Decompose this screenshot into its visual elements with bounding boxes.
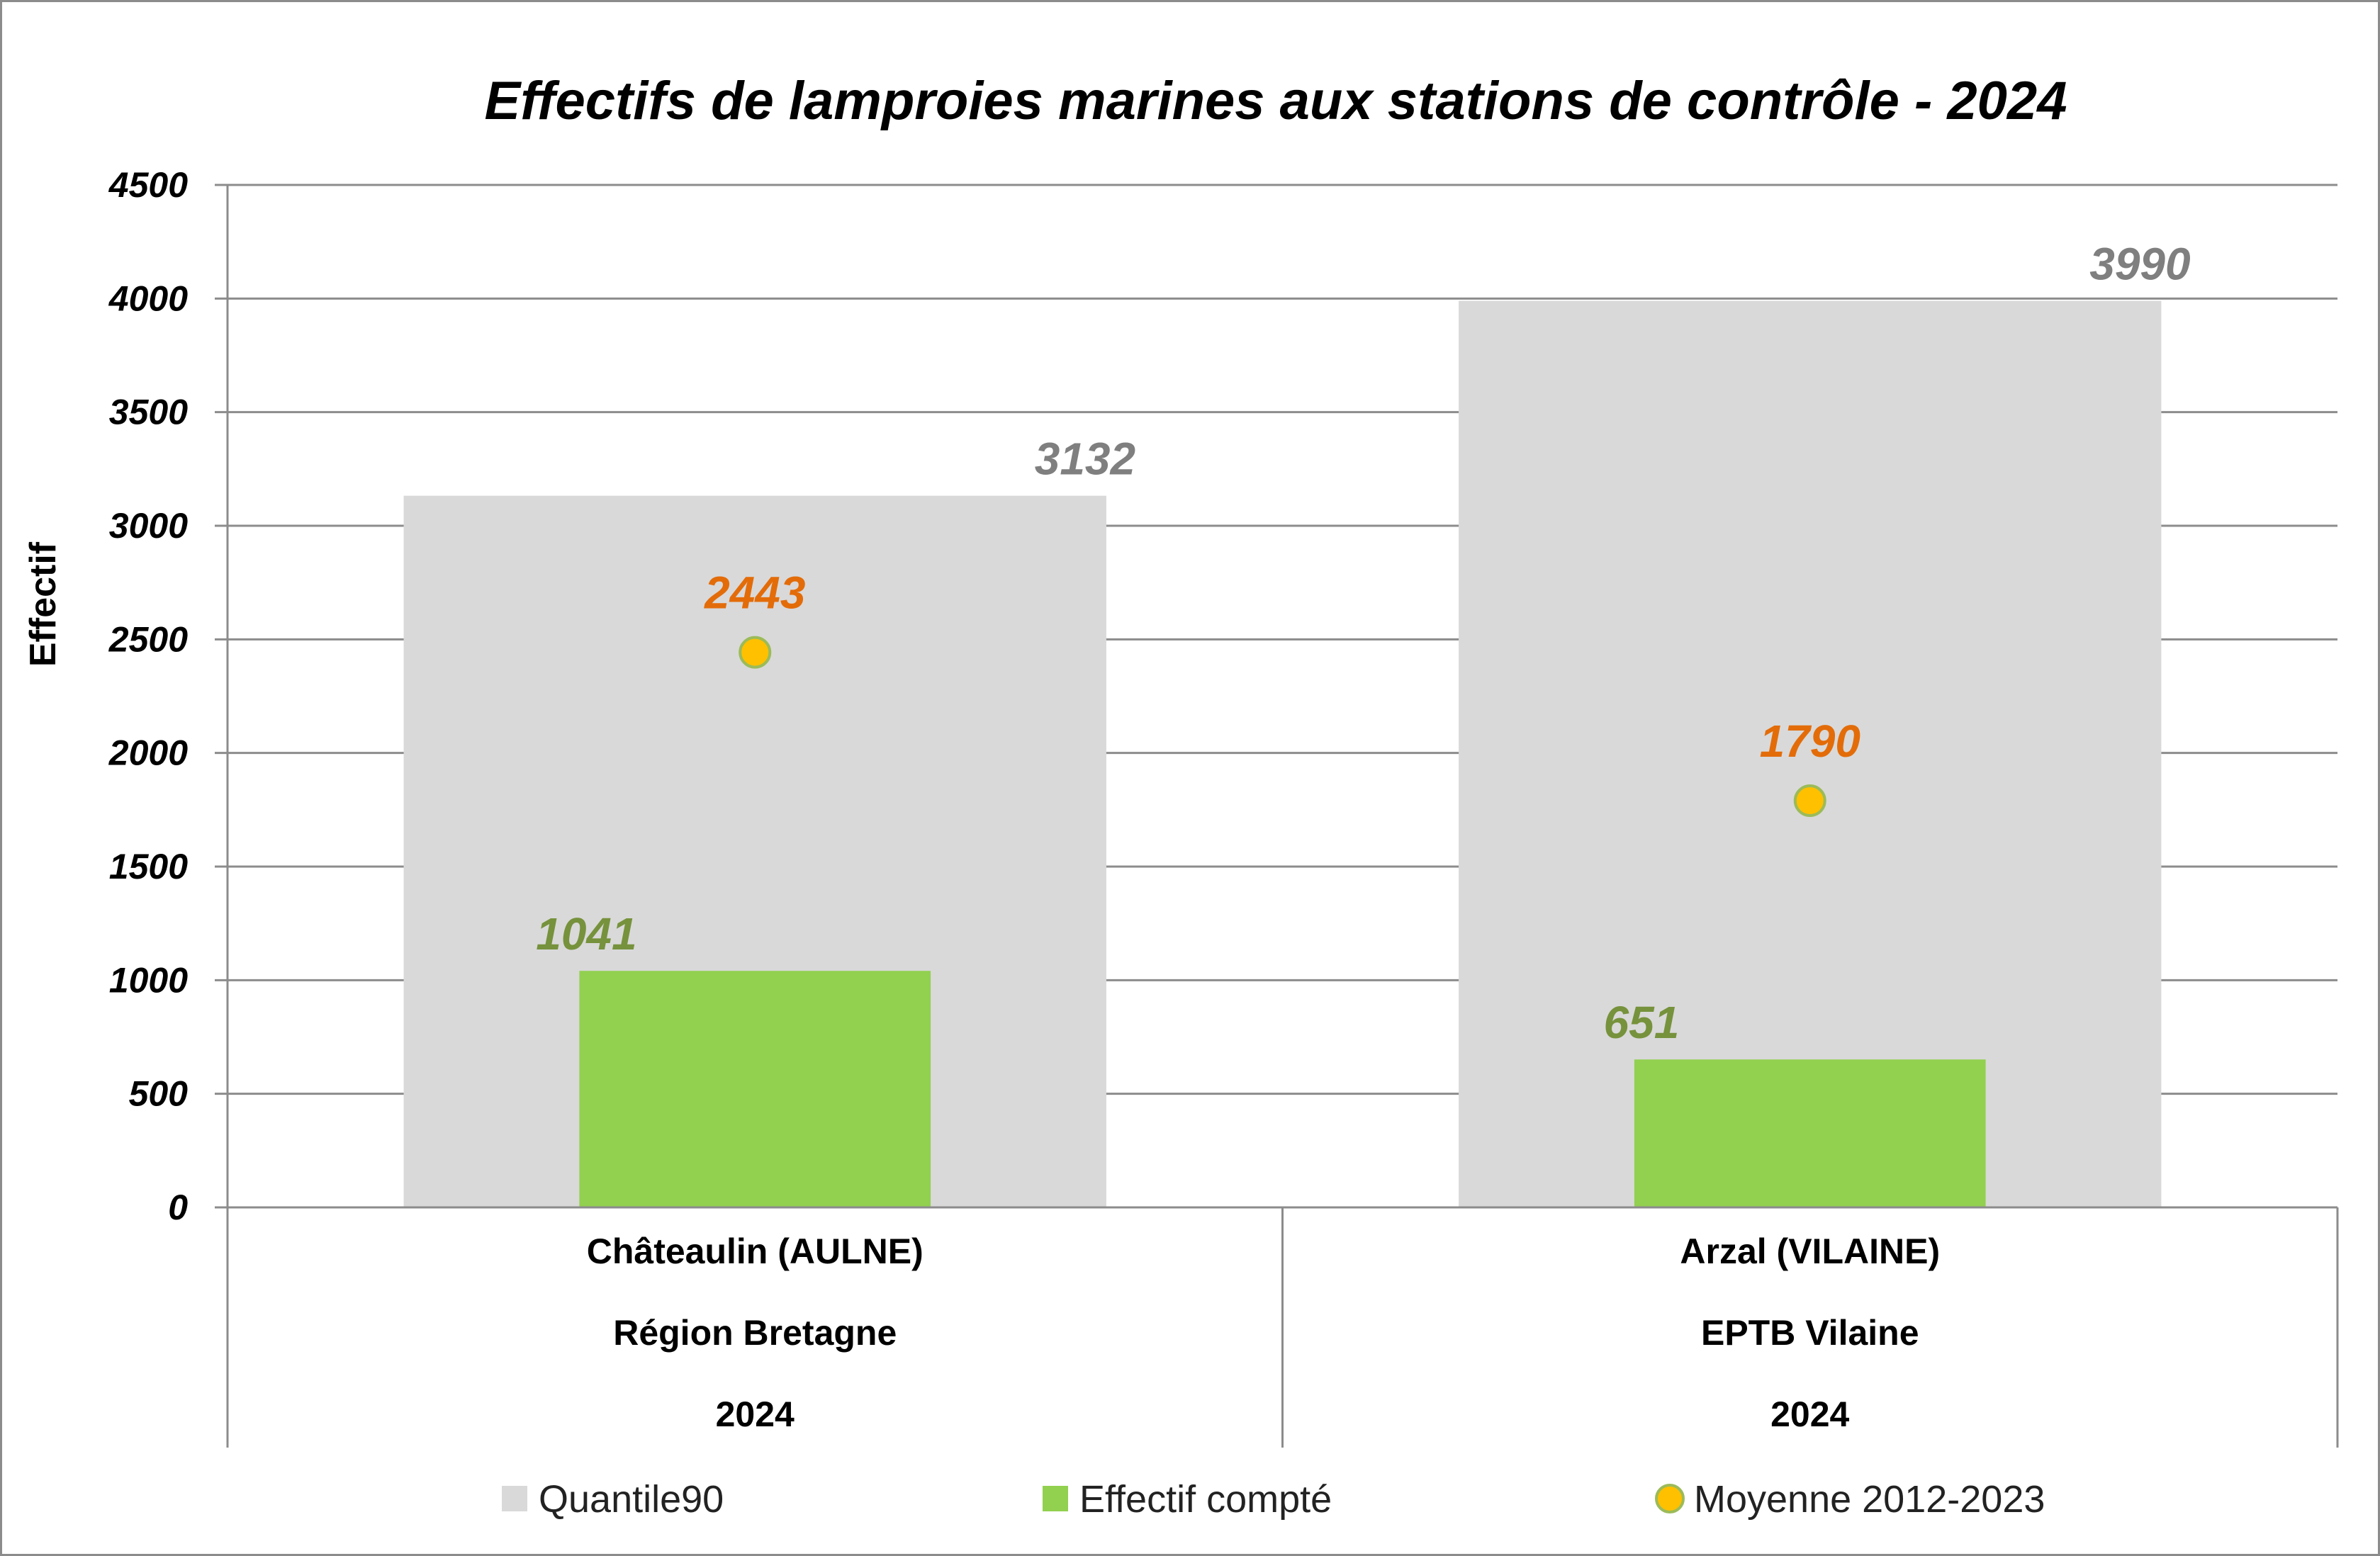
category-label: 2024 — [1770, 1394, 1849, 1434]
bar-effectif-compte — [1634, 1059, 1986, 1207]
bar-quantile90 — [1459, 300, 2162, 1207]
category-label: 2024 — [716, 1394, 795, 1434]
data-label-effectif-compte: 651 — [1604, 997, 1680, 1048]
legend: Quantile90 Effectif compté Moyenne 2012-20… — [502, 1478, 2045, 1521]
legend-label: Moyenne 2012-2023 — [1694, 1478, 2045, 1521]
y-tick-label: 0 — [168, 1188, 188, 1227]
y-tick-label: 4500 — [108, 165, 188, 205]
marker-moyenne — [739, 636, 772, 669]
y-tick-label: 2000 — [108, 733, 188, 773]
bars — [403, 300, 2162, 1207]
category-label: EPTB Vilaine — [1701, 1313, 1919, 1353]
data-label-moyenne: 1790 — [1760, 716, 1860, 767]
y-tick-label: 4000 — [108, 278, 188, 318]
legend-swatch — [1043, 1486, 1068, 1511]
bar-effectif-compte — [579, 971, 931, 1207]
data-label-moyenne: 2443 — [704, 568, 805, 619]
category-label: Arzal (VILAINE) — [1680, 1231, 1940, 1271]
y-axis-label: Effectif — [23, 541, 64, 667]
category-label: Région Bretagne — [613, 1313, 897, 1353]
data-label-quantile90: 3990 — [2089, 239, 2190, 290]
axes: 0 500 1000 1500 2000 2500 3000 3500 4000 4500 Chât… — [108, 165, 2339, 1448]
legend-swatch — [502, 1486, 527, 1511]
y-tick-label: 3500 — [109, 393, 188, 432]
data-label-quantile90: 3132 — [1035, 434, 1135, 485]
legend-label: Quantile90 — [539, 1478, 724, 1521]
legend-swatch — [1655, 1484, 1685, 1513]
y-tick-label: 500 — [129, 1074, 189, 1114]
data-labels: 3132 1041 2443 3990 651 1790 — [536, 239, 2190, 1049]
data-label-effectif-compte: 1041 — [536, 908, 636, 959]
legend-label: Effectif compté — [1079, 1478, 1332, 1521]
category-label: Châteaulin (AULNE) — [587, 1231, 924, 1271]
chart-title: Effectifs de lamproies marines aux stati… — [485, 71, 2067, 131]
y-tick-label: 1500 — [109, 847, 188, 886]
y-tick-label: 3000 — [109, 506, 188, 546]
marker-moyenne — [1793, 784, 1826, 818]
y-tick-label: 1000 — [109, 960, 188, 1000]
y-tick-label: 2500 — [108, 619, 188, 659]
